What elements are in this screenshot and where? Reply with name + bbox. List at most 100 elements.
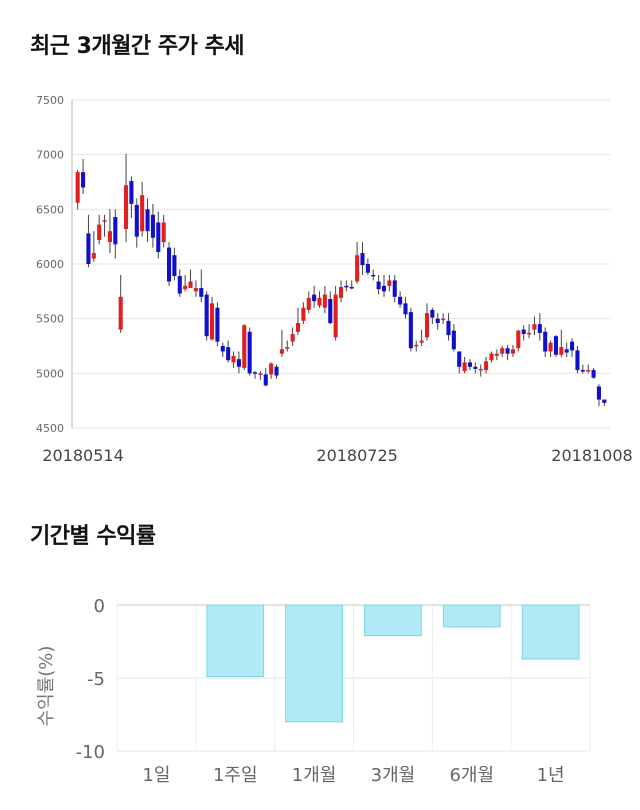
x-date-label: 20181008	[551, 446, 632, 465]
candle-body	[75, 172, 80, 203]
candle-body	[161, 222, 166, 243]
x-category-label: 1년	[537, 765, 565, 786]
candle-body	[150, 214, 155, 238]
return-bar	[206, 604, 265, 678]
candle-body	[344, 285, 349, 288]
candle-body	[381, 285, 387, 292]
candle-body	[113, 216, 118, 245]
candle-body	[457, 351, 462, 367]
candle-body	[220, 346, 225, 352]
candle-body	[441, 318, 446, 321]
candle-body	[226, 347, 231, 361]
candle-body	[564, 349, 569, 353]
candle-body	[543, 331, 548, 352]
y-tick-label: -10	[76, 742, 105, 763]
candle-body	[451, 330, 456, 350]
y-axis-label: 수익률(%)	[36, 646, 57, 727]
candle-body	[586, 370, 591, 372]
candle-body	[252, 372, 258, 374]
candle-body	[183, 285, 188, 290]
candle-body	[435, 318, 440, 324]
candle-body	[86, 233, 91, 264]
y-tick-label: 6500	[36, 203, 64, 216]
candle-body	[177, 276, 182, 294]
x-date-label: 20180514	[42, 446, 123, 465]
candle-body	[322, 294, 327, 308]
candle-body	[575, 350, 580, 371]
y-tick-label: 7000	[36, 149, 64, 162]
candle-body	[188, 281, 193, 289]
candle-body	[118, 296, 123, 330]
candle-body	[500, 348, 505, 354]
y-tick-label: 0	[94, 596, 105, 617]
x-category-label: 3개월	[371, 765, 416, 786]
candle-body	[510, 349, 516, 354]
candle-body	[387, 280, 392, 286]
candle-body	[446, 320, 451, 336]
candle-body	[312, 294, 317, 302]
candle-body	[355, 255, 360, 282]
candle-body	[215, 307, 220, 342]
candle-body	[156, 222, 161, 252]
candle-body	[333, 294, 338, 338]
candle-body	[408, 312, 413, 349]
candle-body	[306, 297, 311, 310]
candle-body	[365, 264, 370, 273]
candle-body	[172, 255, 177, 277]
x-category-label: 1개월	[292, 765, 337, 786]
y-tick-label: 6000	[36, 258, 64, 271]
candle-body	[269, 363, 274, 375]
candle-body	[124, 185, 129, 230]
candle-body	[489, 353, 494, 361]
x-category-label: 6개월	[449, 765, 494, 786]
candle-body	[478, 368, 483, 371]
candle-body	[166, 247, 172, 282]
candle-body	[129, 180, 134, 204]
candle-body	[424, 313, 430, 338]
price-candlestick-chart: 7500 7000 6500 6000 5500 5000 4500 20180514 2018…	[36, 94, 633, 465]
candle-body	[231, 355, 236, 363]
candle-body	[236, 359, 241, 367]
candle-body	[527, 332, 532, 335]
candle-body	[258, 373, 263, 375]
candle-body	[328, 298, 333, 324]
candle-body	[290, 333, 295, 342]
candle-body	[263, 374, 268, 386]
y-tick-label: -5	[87, 669, 105, 690]
candle-body	[204, 294, 209, 337]
candle-body	[301, 307, 306, 321]
x-date-label: 20180725	[316, 446, 397, 465]
candle-body	[521, 329, 526, 334]
candle-body	[570, 341, 575, 351]
candle-body	[494, 353, 499, 356]
candle-body	[107, 231, 112, 243]
candle-body	[392, 280, 397, 297]
candle-body	[134, 204, 139, 237]
x-category-label: 1일	[142, 765, 170, 786]
candle-body	[247, 331, 252, 374]
return-bar	[285, 604, 343, 723]
candle-body	[537, 324, 542, 333]
candle-body	[91, 253, 96, 259]
candle-body	[505, 348, 510, 354]
candle-body	[199, 288, 204, 297]
candle-body	[279, 349, 284, 354]
candle-body	[317, 297, 322, 306]
y-tick-label: 5500	[36, 313, 64, 326]
candle-body	[285, 347, 290, 349]
candle-body	[403, 303, 408, 315]
candle-body	[209, 303, 215, 340]
candle-body	[467, 362, 473, 367]
candle-body	[97, 224, 102, 240]
candle-body	[532, 324, 537, 330]
candle-body	[602, 399, 607, 403]
period-return-title: 기간별 수익률	[30, 524, 156, 549]
return-bar	[442, 604, 501, 628]
y-tick-label: 5000	[36, 367, 64, 380]
candle-body	[473, 366, 478, 369]
candle-body	[462, 362, 467, 372]
candle-body	[193, 288, 198, 292]
return-bar	[521, 604, 580, 660]
candle-body	[591, 370, 596, 378]
